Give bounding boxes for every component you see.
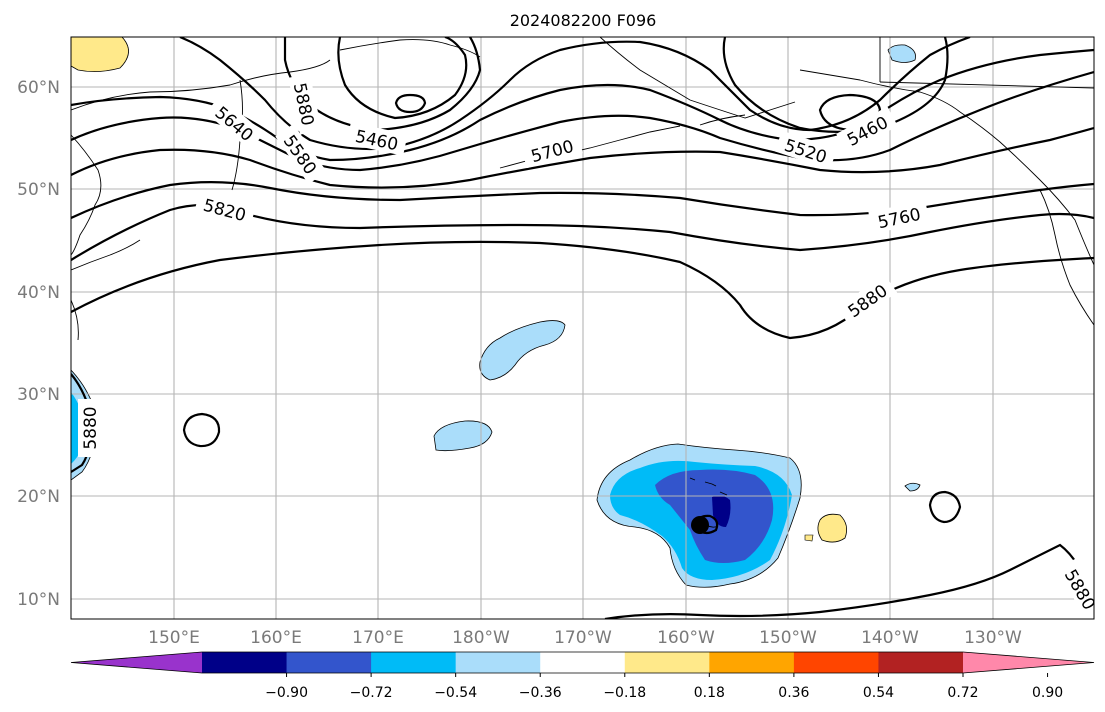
contour-5460-west-inner bbox=[337, 37, 468, 120]
colorbar-tick-label: −0.36 bbox=[519, 685, 562, 701]
colorbar-segment bbox=[202, 652, 288, 673]
shade-alaska-patch bbox=[887, 44, 916, 63]
colorbar-segment bbox=[709, 652, 795, 673]
lon-label-160w: 160°W bbox=[657, 628, 715, 648]
lat-label-60n: 60°N bbox=[17, 78, 60, 98]
lat-label-20n: 20°N bbox=[17, 487, 60, 507]
contour-5880-east bbox=[604, 543, 1094, 619]
shade-east-small-blue bbox=[904, 482, 921, 492]
lon-label-160e: 160°E bbox=[250, 628, 302, 648]
shade-top-left-yellow bbox=[71, 37, 129, 72]
colorbar-segment bbox=[793, 652, 879, 673]
lon-label-140w: 140°W bbox=[861, 628, 919, 648]
colorbar-segment bbox=[540, 652, 626, 673]
anomaly-shading bbox=[71, 37, 921, 588]
contour-5880-ridge bbox=[71, 240, 1094, 340]
shade-north-pacific-patch bbox=[479, 320, 566, 381]
lon-label-180w: 180°W bbox=[452, 628, 510, 648]
lon-label-150e: 150°E bbox=[148, 628, 200, 648]
colorbar-extend-high bbox=[963, 652, 1094, 673]
colorbar-tick-label: 0.18 bbox=[694, 685, 725, 701]
contour-5760 bbox=[71, 181, 1094, 219]
lat-label-40n: 40°N bbox=[17, 283, 60, 303]
colorbar-segment bbox=[286, 652, 372, 673]
colorbar-extend-low bbox=[71, 652, 202, 673]
coast-boundary-canada-h bbox=[879, 81, 1094, 89]
colorbar-tick-label: −0.90 bbox=[265, 685, 308, 701]
shade-east-small-yellow bbox=[804, 534, 814, 542]
lat-label-10n: 10°N bbox=[17, 590, 60, 610]
colorbar-tick-label: −0.18 bbox=[603, 685, 646, 701]
colorbar-segment bbox=[878, 652, 964, 673]
contour-5520 bbox=[179, 37, 971, 151]
lon-label-170e: 170°E bbox=[352, 628, 404, 648]
lon-label-130w: 130°W bbox=[964, 628, 1022, 648]
colorbar-segment bbox=[371, 652, 457, 673]
gridlines bbox=[71, 37, 1094, 619]
colorbar-tick-label: 0.90 bbox=[1032, 685, 1063, 701]
colorbar-tick-label: 0.36 bbox=[778, 685, 809, 701]
longitude-labels: 150°E 160°E 170°E 180°W 170°W 160°W 150°… bbox=[148, 628, 1022, 648]
coast-chukotka bbox=[339, 39, 481, 58]
coast-kamchatka bbox=[71, 134, 102, 256]
lat-label-50n: 50°N bbox=[17, 180, 60, 200]
colorbar: −0.90 −0.72 −0.54 −0.36 −0.18 0.18 0.36 0.54 0.7… bbox=[70, 651, 1095, 701]
contour-5400-west-low bbox=[394, 93, 427, 114]
lat-label-30n: 30°N bbox=[17, 385, 60, 405]
coast-alaska bbox=[599, 37, 796, 126]
shade-central-patch bbox=[433, 420, 493, 452]
coast-gulf-alaska bbox=[799, 69, 1094, 266]
colorbar-tick-label: 0.72 bbox=[947, 685, 978, 701]
colorbar-segment bbox=[624, 652, 710, 673]
storm-center-marker bbox=[691, 516, 709, 534]
colorbar-segment bbox=[455, 652, 541, 673]
contour-label-5880-west: 5880 bbox=[81, 406, 101, 449]
shade-hawaii-navy bbox=[712, 495, 731, 527]
coastlines bbox=[71, 37, 1094, 528]
map-frame bbox=[70, 36, 1095, 620]
contour-5700 bbox=[71, 126, 1094, 189]
contour-5880-high-west bbox=[182, 412, 221, 448]
latitude-labels: 60°N 50°N 40°N 30°N 20°N 10°N bbox=[17, 78, 60, 610]
coast-hawaii bbox=[689, 477, 728, 528]
figure-title: 2024082200 F096 bbox=[510, 11, 657, 30]
coast-asia-lower bbox=[71, 239, 141, 341]
map-panel: 5460 5460 5520 5580 5640 5700 5760 5820 … bbox=[71, 37, 1094, 619]
shade-east-yellow bbox=[817, 513, 848, 543]
colorbar-tick-label: −0.54 bbox=[434, 685, 477, 701]
lon-label-170w: 170°W bbox=[554, 628, 612, 648]
lon-label-150w: 150°W bbox=[759, 628, 817, 648]
colorbar-outline bbox=[70, 651, 1095, 674]
contour-5880-high-east bbox=[928, 490, 962, 524]
colorbar-tick-label: 0.54 bbox=[863, 685, 894, 701]
colorbar-tick-label: −0.72 bbox=[350, 685, 393, 701]
contour-5400-east-low bbox=[818, 93, 882, 132]
height-contours bbox=[71, 37, 1094, 619]
